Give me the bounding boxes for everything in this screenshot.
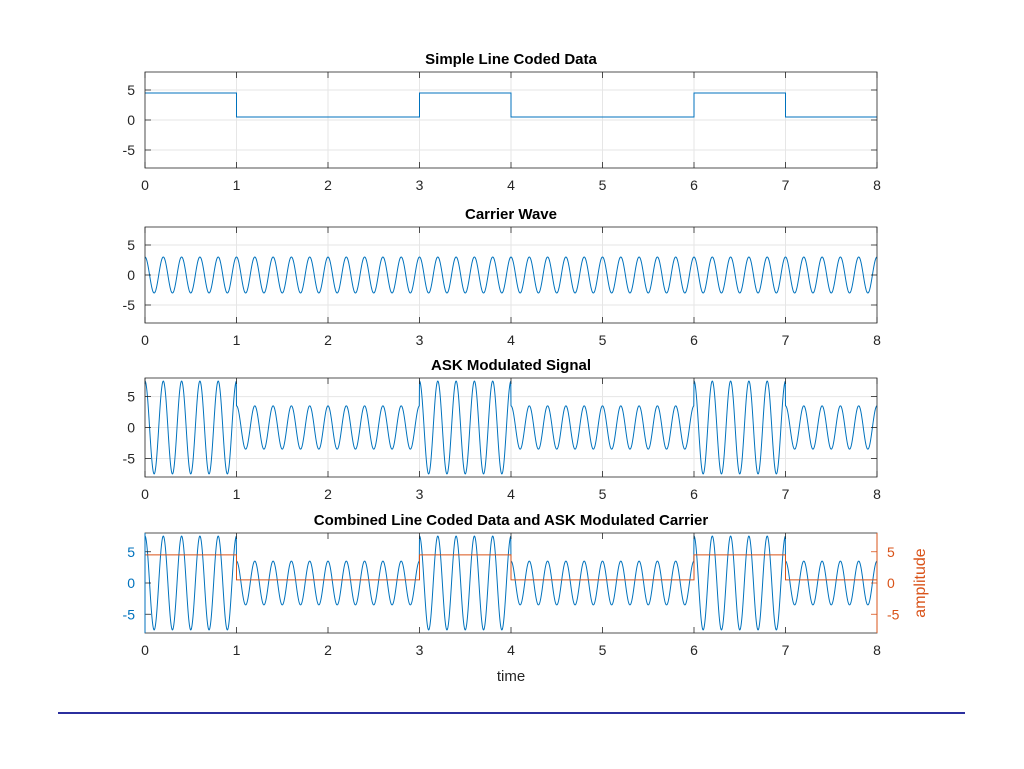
subplot-title: Combined Line Coded Data and ASK Modulat…: [314, 512, 709, 529]
series-line-2: [145, 554, 877, 581]
x-tick-label: 7: [782, 332, 790, 348]
x-tick-label: 1: [233, 486, 241, 502]
x-tick-label: 5: [599, 486, 607, 502]
x-tick-label: 4: [507, 642, 515, 658]
x-tick-label: 6: [690, 332, 698, 348]
series-line-1: [144, 380, 878, 475]
x-tick-label: 7: [782, 642, 790, 658]
subplot-4: 0 1 2 3 4 5 6 7 8 -5 0 5 -5 0 5 amplitude Combined Line …: [123, 512, 929, 685]
subplot-title: Carrier Wave: [465, 206, 557, 223]
x-tick-label: 1: [233, 177, 241, 193]
x-tick-label: 3: [416, 642, 424, 658]
y-tick-label-right: 5: [887, 544, 895, 560]
y-tick-label: 0: [127, 112, 135, 128]
subplot-title: ASK Modulated Signal: [431, 357, 591, 374]
x-tick-label: 2: [324, 486, 332, 502]
y-tick-label: 0: [127, 420, 135, 436]
x-tick-label: 8: [873, 642, 881, 658]
x-tick-label: 0: [141, 177, 149, 193]
subplot-title: Simple Line Coded Data: [425, 51, 597, 68]
y-tick-label: 0: [127, 575, 135, 591]
x-tick-label: 8: [873, 332, 881, 348]
x-tick-label: 2: [324, 332, 332, 348]
x-tick-label: 4: [507, 486, 515, 502]
x-tick-label: 3: [416, 177, 424, 193]
x-tick-label: 2: [324, 642, 332, 658]
series-line-1: [144, 535, 878, 631]
y-tick-label: -5: [123, 142, 136, 158]
x-tick-label: 5: [599, 642, 607, 658]
x-tick-label: 5: [599, 332, 607, 348]
x-tick-label: 5: [599, 177, 607, 193]
series-line-1: [145, 92, 877, 118]
y-tick-label: -5: [123, 297, 136, 313]
series-line-1: [144, 256, 878, 294]
y-tick-label: 0: [127, 267, 135, 283]
x-tick-label: 1: [233, 642, 241, 658]
y-tick-label-right: -5: [887, 606, 900, 622]
subplot-1: 0 1 2 3 4 5 6 7 8 -5 0 5 Simple Line Coded Data: [123, 51, 882, 193]
x-tick-label: 0: [141, 642, 149, 658]
x-tick-label: 8: [873, 177, 881, 193]
bottom-divider: [58, 712, 965, 714]
x-tick-label: 2: [324, 177, 332, 193]
x-tick-label: 4: [507, 177, 515, 193]
x-tick-label: 7: [782, 177, 790, 193]
subplot-3: 0 1 2 3 4 5 6 7 8 -5 0 5 ASK Modulated Signal: [123, 357, 882, 502]
y-tick-label: -5: [123, 450, 136, 466]
subplot-2: 0 1 2 3 4 5 6 7 8 -5 0 5 Carrier Wave: [123, 206, 882, 348]
right-axis-label: amplitude: [912, 548, 929, 617]
x-tick-label: 1: [233, 332, 241, 348]
x-tick-label: 6: [690, 486, 698, 502]
x-tick-label: 8: [873, 486, 881, 502]
x-tick-label: 3: [416, 332, 424, 348]
x-tick-label: 0: [141, 332, 149, 348]
y-tick-label: -5: [123, 606, 136, 622]
x-tick-label: 0: [141, 486, 149, 502]
x-axis-label: time: [497, 668, 525, 685]
y-tick-label: 5: [127, 82, 135, 98]
x-tick-label: 7: [782, 486, 790, 502]
x-tick-label: 3: [416, 486, 424, 502]
x-tick-label: 6: [690, 642, 698, 658]
x-tick-label: 4: [507, 332, 515, 348]
y-tick-label: 5: [127, 237, 135, 253]
y-tick-label-right: 0: [887, 575, 895, 591]
y-tick-label: 5: [127, 389, 135, 405]
y-tick-label: 5: [127, 544, 135, 560]
x-tick-label: 6: [690, 177, 698, 193]
